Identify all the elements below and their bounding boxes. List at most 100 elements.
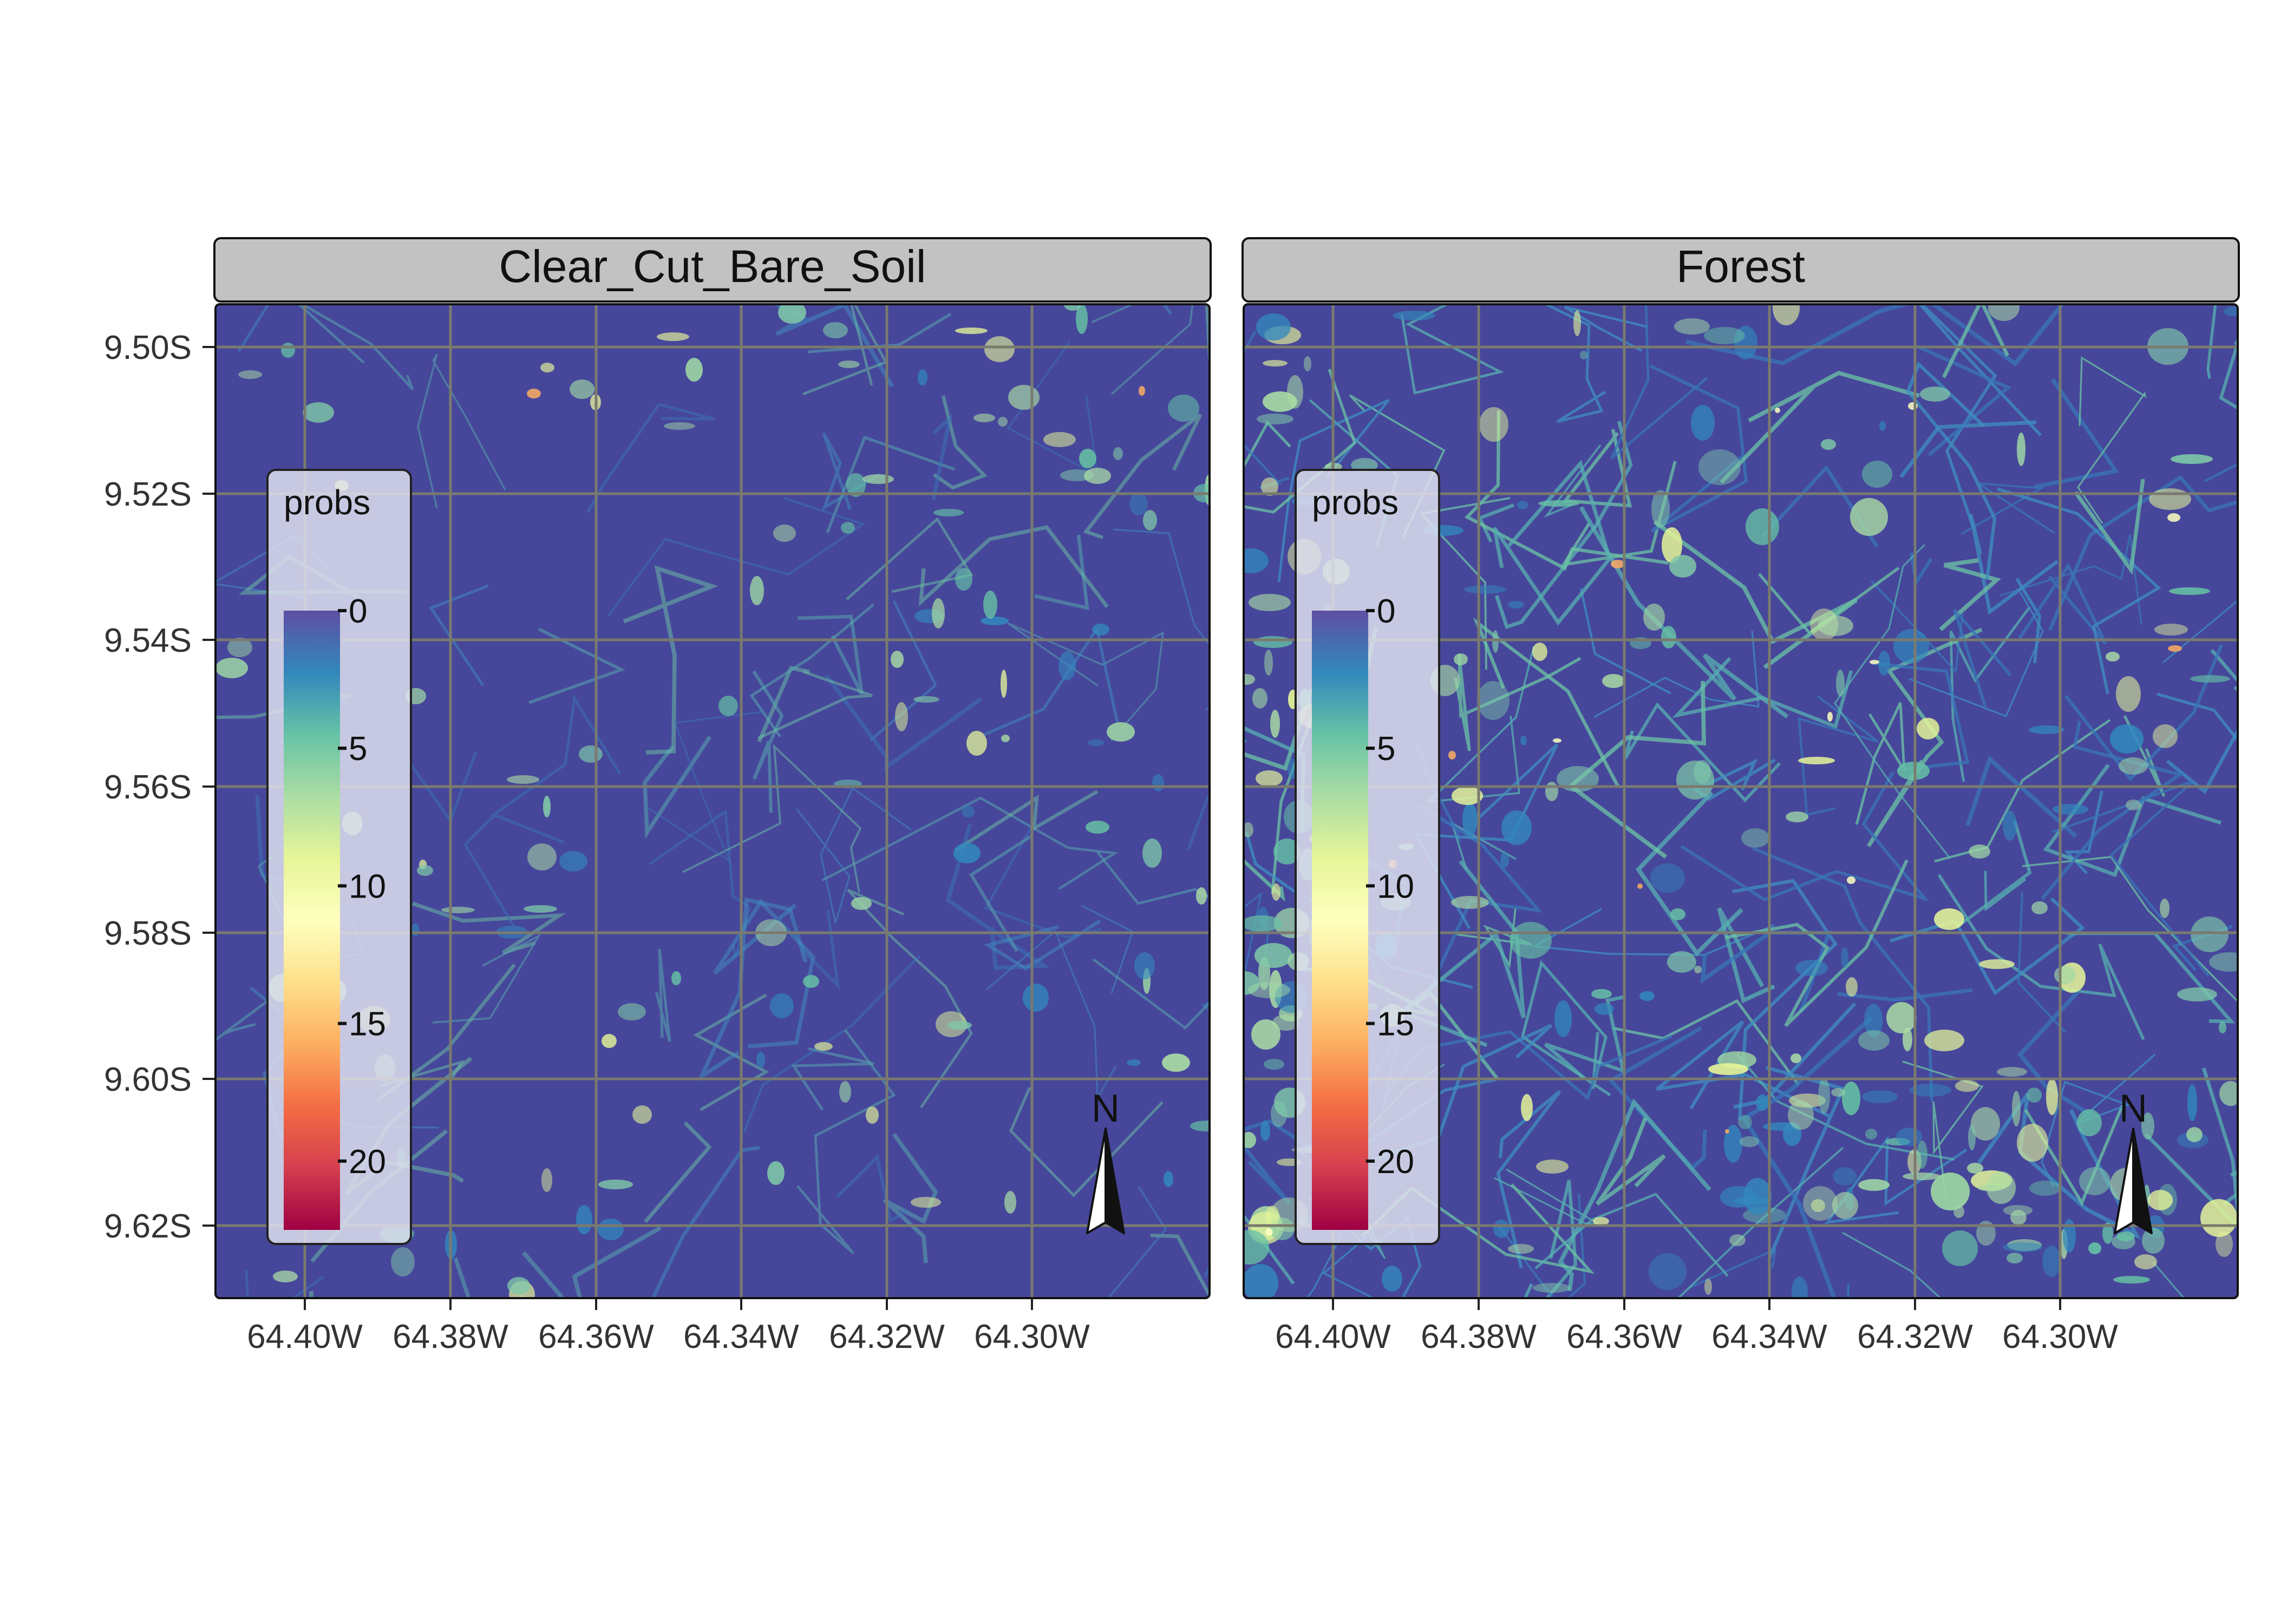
raster-patch (1076, 304, 1088, 334)
raster-patch (227, 638, 252, 657)
raster-line-feature (1009, 1086, 1164, 1197)
raster-patch (1168, 395, 1199, 422)
raster-patch (862, 474, 894, 484)
raster-patch (1152, 774, 1164, 791)
raster-patch (1520, 736, 1527, 745)
raster-line-feature (651, 1145, 760, 1298)
raster-patch (1811, 1199, 1825, 1212)
raster-patch (1743, 1178, 1772, 1215)
raster-patch (2153, 724, 2178, 748)
raster-patch (1257, 414, 1293, 424)
raster-patch (1934, 908, 1964, 930)
raster-patch (2042, 1246, 2061, 1277)
raster-patch (1791, 1053, 1801, 1063)
raster-patch (756, 1052, 765, 1068)
raster-patch (778, 304, 806, 324)
raster-patch (1536, 1160, 1569, 1174)
panel-title: Clear_Cut_Bare_Soil (499, 241, 926, 292)
legend-ticks: 0 5 10 15 20 (338, 593, 386, 1181)
map-panel-clear-cut-bare-soil: Clear_Cut_Bare_Soil 9.50S 9.52S 9.54S 9.56S… (104, 237, 1212, 1355)
raster-patch (983, 591, 997, 619)
raster-patch (1244, 1230, 1269, 1265)
raster-patch (1846, 977, 1858, 997)
raster-line-feature (870, 600, 937, 741)
raster-patch (1639, 991, 1655, 1001)
raster-patch (891, 651, 904, 668)
raster-patch (507, 1277, 530, 1294)
raster-line-feature (983, 919, 1101, 971)
raster-patch (1773, 304, 1800, 325)
raster-patch (2027, 1088, 2042, 1103)
raster-patch (1865, 1129, 1877, 1140)
raster-patch (767, 1161, 785, 1185)
raster-patch (1740, 1136, 1759, 1147)
raster-patch (2063, 1219, 2076, 1253)
raster-patch (1256, 313, 1291, 340)
raster-patch (1997, 1067, 2027, 1077)
raster-patch (1858, 1030, 1890, 1051)
raster-line-feature (297, 304, 414, 390)
raster-line-feature (1579, 506, 1789, 719)
raster-patch (2054, 966, 2076, 984)
raster-patch (1508, 601, 1524, 608)
panel-strip: Clear_Cut_Bare_Soil (213, 237, 1212, 303)
raster-patch (1708, 1063, 1748, 1075)
raster-patch (1162, 1053, 1190, 1072)
raster-patch (1580, 351, 1587, 359)
lat-tick-label: 9.50S (104, 329, 192, 366)
raster-line-feature (1965, 755, 2077, 838)
raster-patch (2110, 724, 2144, 754)
raster-patch (441, 907, 475, 913)
raster-patch (671, 971, 681, 985)
raster-patch (1261, 477, 1278, 496)
raster-patch (1798, 757, 1835, 764)
raster-line-feature (1871, 662, 1970, 771)
raster-patch (1273, 839, 1301, 865)
raster-patch (1043, 432, 1076, 447)
raster-line-feature (2041, 721, 2184, 900)
raster-line-feature (644, 1121, 712, 1223)
raster-patch (1265, 1206, 1279, 1227)
raster-line-feature (1906, 361, 1997, 580)
legend-title: probs (1312, 483, 1399, 522)
raster-patch (507, 775, 539, 784)
raster-patch (1510, 922, 1552, 959)
raster-line-feature (1464, 410, 1669, 571)
raster-patch (2169, 587, 2210, 595)
raster-line-feature (2017, 990, 2094, 1118)
legend-tick-label: 0 (1377, 593, 1395, 630)
raster-patch (1841, 947, 1848, 968)
raster-patch (911, 1197, 941, 1208)
raster-patch (576, 1205, 592, 1234)
raster-line-feature (2051, 779, 2210, 977)
raster-hotspot (1870, 660, 1879, 664)
raster-patch (2148, 1190, 2173, 1210)
raster-line-feature (607, 497, 866, 617)
raster-line-feature (432, 933, 541, 1024)
raster-patch (2116, 676, 2141, 712)
raster-patch (1917, 718, 1939, 739)
raster-patch (1979, 959, 2015, 969)
raster-patch (1058, 651, 1076, 680)
north-arrow-label: N (1092, 1087, 1120, 1130)
raster-patch (1244, 674, 1255, 685)
legend-colorbar (284, 611, 340, 1230)
raster-patch (2053, 804, 2088, 815)
raster-hotspot (1775, 408, 1780, 413)
raster-patch (953, 843, 981, 863)
raster-patch (1023, 984, 1049, 1012)
raster-patch (1517, 501, 1528, 509)
raster-patch (2171, 454, 2213, 464)
raster-hotspot (1637, 883, 1643, 889)
lon-tick-label: 64.32W (829, 1318, 945, 1355)
raster-line-feature (2144, 1068, 2238, 1229)
raster-line-feature (713, 899, 815, 1049)
raster-line-feature (1496, 1090, 1561, 1268)
raster-patch (1127, 1059, 1141, 1066)
raster-line-feature (1942, 304, 2010, 378)
raster-line-feature (835, 1154, 909, 1223)
raster-patch (1464, 585, 1506, 594)
legend-tick-label: 10 (349, 868, 386, 905)
raster-patch (598, 1219, 624, 1240)
raster-patch (2003, 1242, 2043, 1252)
